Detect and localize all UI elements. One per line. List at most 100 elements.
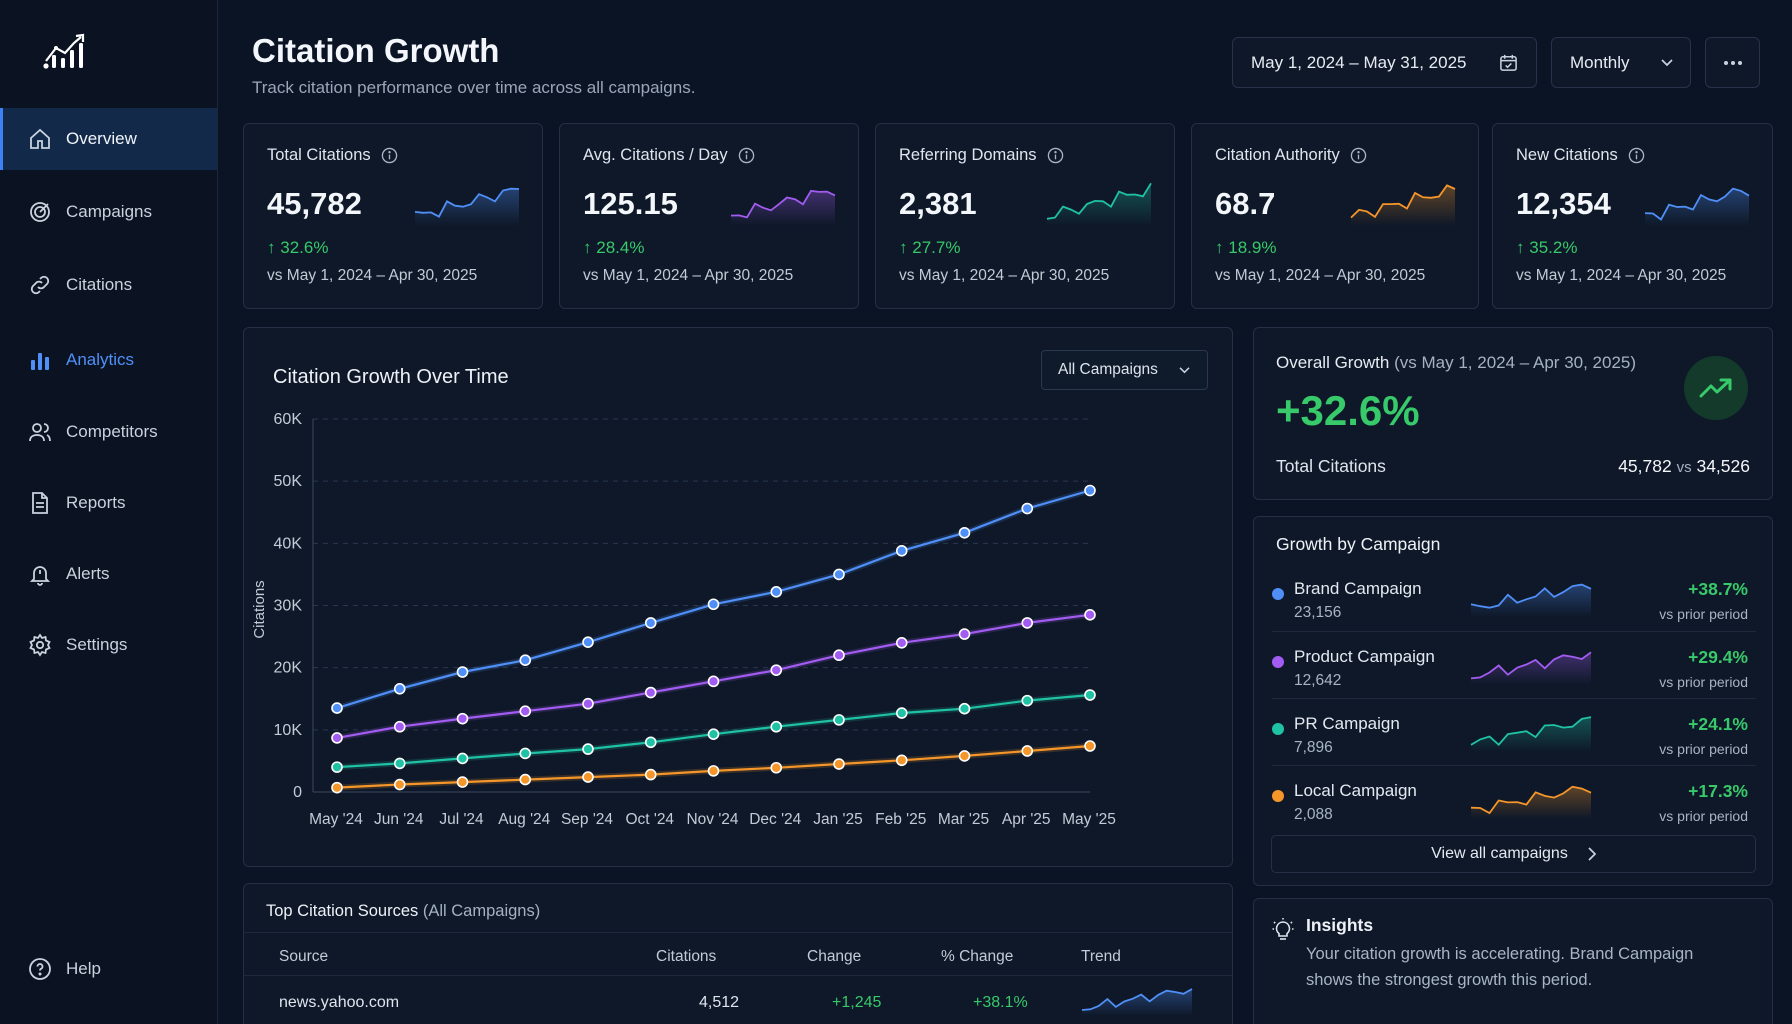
sidebar: Overview Campaigns Citations Analytics C… bbox=[0, 0, 218, 1024]
more-options-button[interactable] bbox=[1705, 37, 1760, 88]
kpi-compare: vs May 1, 2024 – Apr 30, 2025 bbox=[267, 267, 477, 285]
divider bbox=[1272, 631, 1756, 632]
series-point bbox=[395, 722, 405, 732]
series-point bbox=[458, 714, 468, 724]
arrow-up-icon: ↑ bbox=[899, 238, 908, 257]
info-icon[interactable] bbox=[738, 147, 755, 164]
sidebar-item-alerts[interactable]: Alerts bbox=[0, 543, 217, 605]
series-point bbox=[834, 715, 844, 725]
source-domain[interactable]: news.yahoo.com bbox=[279, 994, 399, 1012]
home-icon bbox=[28, 127, 52, 151]
y-tick-label: 40K bbox=[274, 535, 303, 552]
kpi-value: 68.7 bbox=[1215, 186, 1275, 222]
trending-up-badge bbox=[1684, 356, 1748, 420]
campaign-row-brand[interactable]: Brand Campaign 23,156 +38.7% vs prior pe… bbox=[1272, 577, 1756, 644]
y-tick-label: 60K bbox=[274, 411, 303, 428]
y-tick-label: 0 bbox=[293, 784, 302, 801]
sidebar-item-settings[interactable]: Settings bbox=[0, 614, 217, 676]
sidebar-item-citations[interactable]: Citations bbox=[0, 254, 217, 316]
gear-icon bbox=[28, 633, 52, 657]
series-point bbox=[332, 733, 342, 743]
sparkline-area bbox=[1082, 989, 1192, 1016]
kpi-value: 45,782 bbox=[267, 186, 362, 222]
series-point bbox=[583, 637, 593, 647]
campaign-row-product[interactable]: Product Campaign 12,642 +29.4% vs prior … bbox=[1272, 645, 1756, 712]
campaign-vs-label: vs prior period bbox=[1659, 741, 1748, 757]
logo-icon[interactable] bbox=[42, 33, 90, 73]
sidebar-item-label: Help bbox=[66, 959, 101, 979]
product-campaign-dot bbox=[1272, 656, 1284, 668]
view-all-campaigns-button[interactable]: View all campaigns bbox=[1271, 835, 1756, 873]
kpi-card-total-citations[interactable]: Total Citations 45,782 ↑ 32.6% vs May 1,… bbox=[243, 123, 543, 309]
series-point bbox=[332, 762, 342, 772]
info-icon[interactable] bbox=[1047, 147, 1064, 164]
campaign-name: Local Campaign bbox=[1294, 781, 1417, 801]
kpi-card-referring-domains[interactable]: Referring Domains 2,381 ↑ 27.7% vs May 1… bbox=[875, 123, 1175, 309]
column-header-pct-change[interactable]: % Change bbox=[941, 948, 1013, 966]
y-tick-label: 20K bbox=[274, 660, 303, 677]
sidebar-item-analytics[interactable]: Analytics bbox=[0, 329, 217, 391]
series-point bbox=[458, 667, 468, 677]
info-icon[interactable] bbox=[381, 147, 398, 164]
bar-chart-icon bbox=[28, 348, 52, 372]
kpi-compare: vs May 1, 2024 – Apr 30, 2025 bbox=[899, 267, 1109, 285]
kpi-card-citation-authority[interactable]: Citation Authority 68.7 ↑ 18.9% vs May 1… bbox=[1191, 123, 1479, 309]
arrow-up-icon: ↑ bbox=[1215, 238, 1224, 257]
campaign-row-pr[interactable]: PR Campaign 7,896 +24.1% vs prior period bbox=[1272, 712, 1756, 779]
column-header-trend[interactable]: Trend bbox=[1081, 948, 1121, 966]
kpi-delta-value: 18.9% bbox=[1228, 238, 1276, 257]
column-header-change[interactable]: Change bbox=[807, 948, 861, 966]
sidebar-item-reports[interactable]: Reports bbox=[0, 472, 217, 534]
series-point bbox=[834, 569, 844, 579]
sparkline-area bbox=[731, 191, 835, 226]
column-header-citations[interactable]: Citations bbox=[656, 948, 716, 966]
campaign-sparkline bbox=[1470, 712, 1592, 752]
campaign-sparkline bbox=[1470, 645, 1592, 685]
campaign-count: 2,088 bbox=[1294, 806, 1333, 824]
y-tick-label: 30K bbox=[274, 598, 303, 615]
series-point bbox=[583, 699, 593, 709]
y-tick-label: 10K bbox=[274, 722, 303, 739]
sidebar-item-help[interactable]: Help bbox=[0, 938, 217, 1000]
series-point bbox=[332, 783, 342, 793]
sidebar-item-campaigns[interactable]: Campaigns bbox=[0, 181, 217, 243]
campaign-count: 23,156 bbox=[1294, 604, 1341, 622]
series-point bbox=[709, 676, 719, 686]
series-point bbox=[1085, 741, 1095, 751]
series-point bbox=[1085, 485, 1095, 495]
sidebar-item-overview[interactable]: Overview bbox=[0, 108, 217, 170]
kpi-title-wrap: Avg. Citations / Day bbox=[583, 146, 755, 165]
arrow-up-icon: ↑ bbox=[1516, 238, 1525, 257]
top-citation-sources-card: Top Citation Sources (All Campaigns) Sou… bbox=[243, 883, 1233, 1024]
kpi-card-new-citations[interactable]: New Citations 12,354 ↑ 35.2% vs May 1, 2… bbox=[1492, 123, 1773, 309]
series-point bbox=[646, 770, 656, 780]
campaign-count: 7,896 bbox=[1294, 739, 1333, 757]
series-point bbox=[646, 618, 656, 628]
kpi-card-avg-citations-day[interactable]: Avg. Citations / Day 125.15 ↑ 28.4% vs M… bbox=[559, 123, 859, 309]
series-point bbox=[771, 722, 781, 732]
link-icon bbox=[28, 273, 52, 297]
column-header-source[interactable]: Source bbox=[279, 948, 328, 966]
chevron-down-icon bbox=[1660, 58, 1674, 68]
kpi-compare: vs May 1, 2024 – Apr 30, 2025 bbox=[1215, 267, 1425, 285]
document-icon bbox=[28, 491, 52, 515]
series-point bbox=[332, 703, 342, 713]
kpi-delta: ↑ 28.4% bbox=[583, 238, 644, 258]
series-point bbox=[1085, 690, 1095, 700]
sidebar-item-label: Competitors bbox=[66, 422, 158, 442]
sidebar-item-competitors[interactable]: Competitors bbox=[0, 401, 217, 463]
series-point bbox=[583, 772, 593, 782]
sparkline-chart bbox=[730, 180, 836, 226]
target-icon bbox=[28, 200, 52, 224]
kpi-delta-value: 32.6% bbox=[280, 238, 328, 257]
info-icon[interactable] bbox=[1628, 147, 1645, 164]
date-range-picker[interactable]: May 1, 2024 – May 31, 2025 bbox=[1232, 37, 1537, 88]
kpi-title: Referring Domains bbox=[899, 146, 1037, 165]
kpi-delta: ↑ 32.6% bbox=[267, 238, 328, 258]
interval-select[interactable]: Monthly bbox=[1551, 37, 1691, 88]
info-icon[interactable] bbox=[1350, 147, 1367, 164]
sparkline-chart bbox=[1350, 180, 1456, 226]
kpi-delta: ↑ 35.2% bbox=[1516, 238, 1577, 258]
kpi-delta-value: 28.4% bbox=[596, 238, 644, 257]
campaign-count: 12,642 bbox=[1294, 672, 1341, 690]
